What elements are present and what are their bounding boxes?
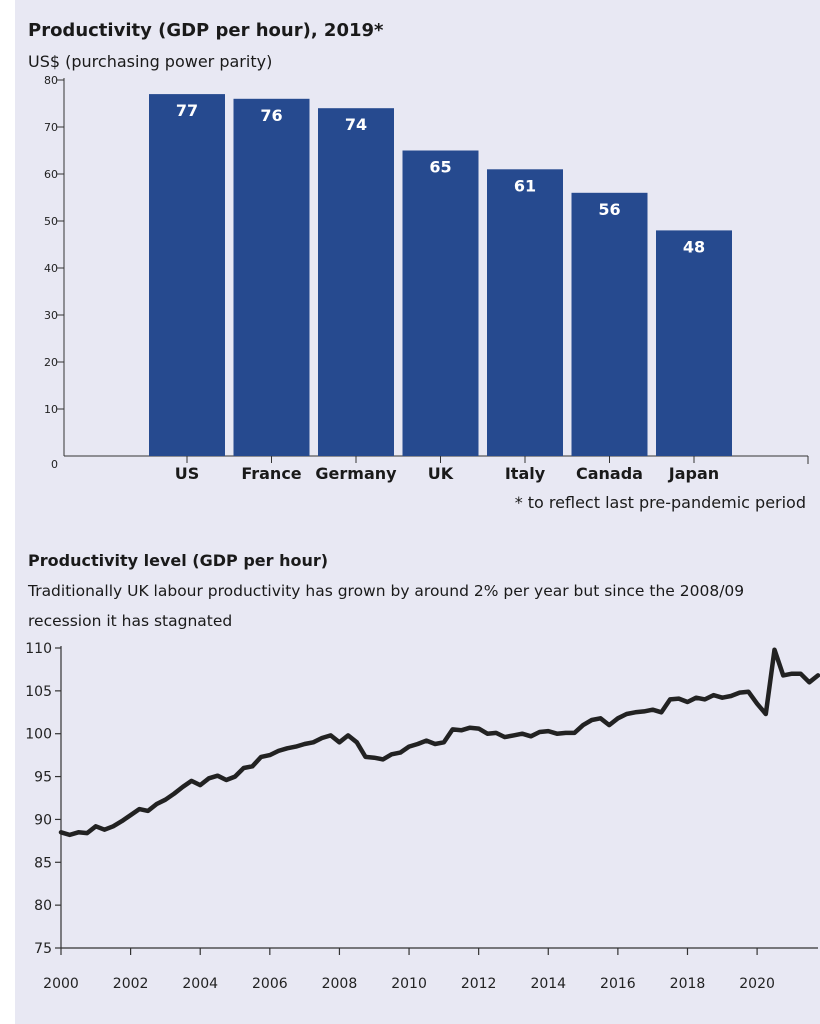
line-x-tick-label: 2004 [182,976,218,992]
line-x-tick-label: 2012 [461,976,497,992]
line-y-tick-label: 80 [34,898,52,914]
bar-y-tick-label: 30 [44,309,58,322]
bar-data-label: 61 [514,176,536,195]
line-x-tick-label: 2014 [530,976,566,992]
bar-category-label: Germany [315,464,397,483]
line-y-tick-label: 110 [25,641,52,657]
bar-data-label: 48 [683,237,705,256]
bar-category-label: UK [428,464,454,483]
charts-canvas: Productivity (GDP per hour), 2019* US$ (… [0,0,820,1024]
line-chart-title: Productivity level (GDP per hour) [28,551,328,570]
line-y-tick-label: 100 [25,727,52,743]
bar-category-label: France [241,464,301,483]
bar-y-tick-label: 0 [51,458,58,471]
bar-y-tick-label: 40 [44,262,58,275]
bar [656,230,732,456]
line-x-tick-label: 2010 [391,976,427,992]
bar-chart: 0 10 20 30 40 50 60 70 80 77 US 76 France 74 Germany 65… [44,74,808,483]
line-x-tick-label: 2020 [739,976,775,992]
bar-category-label: Italy [505,464,546,483]
bar-category-label: Japan [668,464,719,483]
line-x-tick-label: 2018 [670,976,706,992]
bar-chart-title: Productivity (GDP per hour), 2019* [28,20,384,41]
bar [318,108,394,456]
line-y-tick-label: 105 [25,684,52,700]
line-y-tick-label: 75 [34,941,52,957]
line-x-tick-label: 2000 [43,976,79,992]
bar [149,94,225,456]
bar-data-label: 65 [429,158,451,177]
bar [487,169,563,456]
line-y-tick-label: 95 [34,770,52,786]
bar-y-tick-label: 70 [44,121,58,134]
line-x-tick-label: 2016 [600,976,636,992]
bar-y-tick-label: 50 [44,215,58,228]
line-chart-subtitle-line-2: recession it has stagnated [28,612,232,630]
bar-y-tick-label: 10 [44,403,58,416]
line-x-tick-label: 2008 [322,976,358,992]
line-x-tick-label: 2002 [113,976,149,992]
bar-y-tick-label: 60 [44,168,58,181]
bar-data-label: 56 [598,200,620,219]
bar-data-label: 77 [176,101,198,120]
bar [403,151,479,457]
line-y-tick-label: 90 [34,812,52,828]
line-chart: 75 80 85 90 95 100 105 110 2000 2002 2004 2006 2008 2… [25,641,818,992]
bar-data-label: 76 [260,106,282,125]
line-y-tick-label: 85 [34,855,52,871]
bar [572,193,648,456]
bar-category-label: Canada [576,464,643,483]
bar-data-label: 74 [345,115,367,134]
line-x-tick-label: 2006 [252,976,288,992]
bar-category-label: US [175,464,200,483]
bar-y-tick-label: 80 [44,74,58,87]
productivity-line [61,650,818,835]
bar-y-tick-label: 20 [44,356,58,369]
bar-chart-footnote: * to reflect last pre-pandemic period [515,493,806,512]
line-chart-subtitle-line-1: Traditionally UK labour productivity has… [27,582,744,600]
bar [234,99,310,456]
bar-chart-subtitle: US$ (purchasing power parity) [28,52,272,71]
